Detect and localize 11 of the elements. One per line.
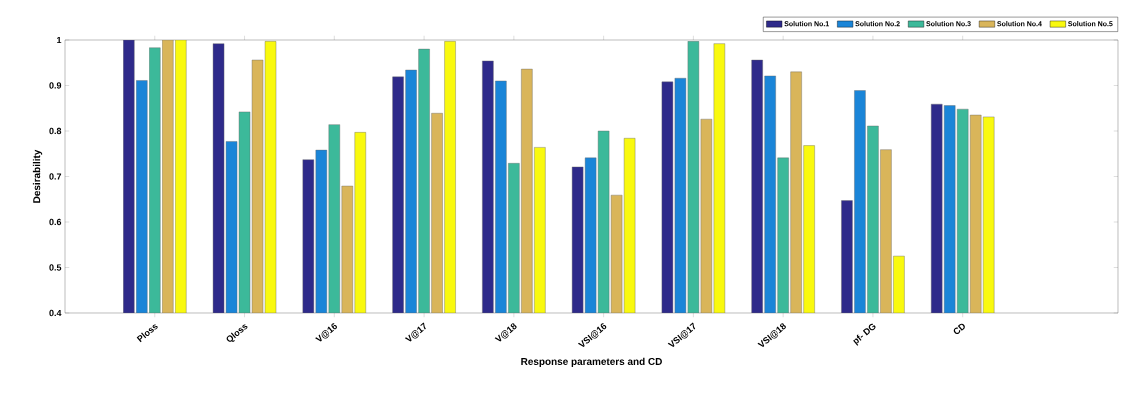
- y-tick-label: 0.5: [49, 264, 62, 271]
- x-tick-label: pf- DG: [853, 323, 876, 346]
- y-tick-label: 0.9: [49, 82, 62, 89]
- y-tick-label: 0.7: [49, 173, 62, 180]
- y-axis-title: Desirability: [32, 149, 43, 203]
- y-tick-label: 0.6: [49, 218, 62, 226]
- y-tick-label: 0.4: [49, 309, 62, 317]
- y-tick-label: 0.8: [49, 127, 62, 135]
- x-tick-label: CD: [953, 323, 965, 335]
- y-tick-label: 1: [57, 36, 62, 44]
- x-axis-title: Response parameters and CD: [521, 357, 662, 367]
